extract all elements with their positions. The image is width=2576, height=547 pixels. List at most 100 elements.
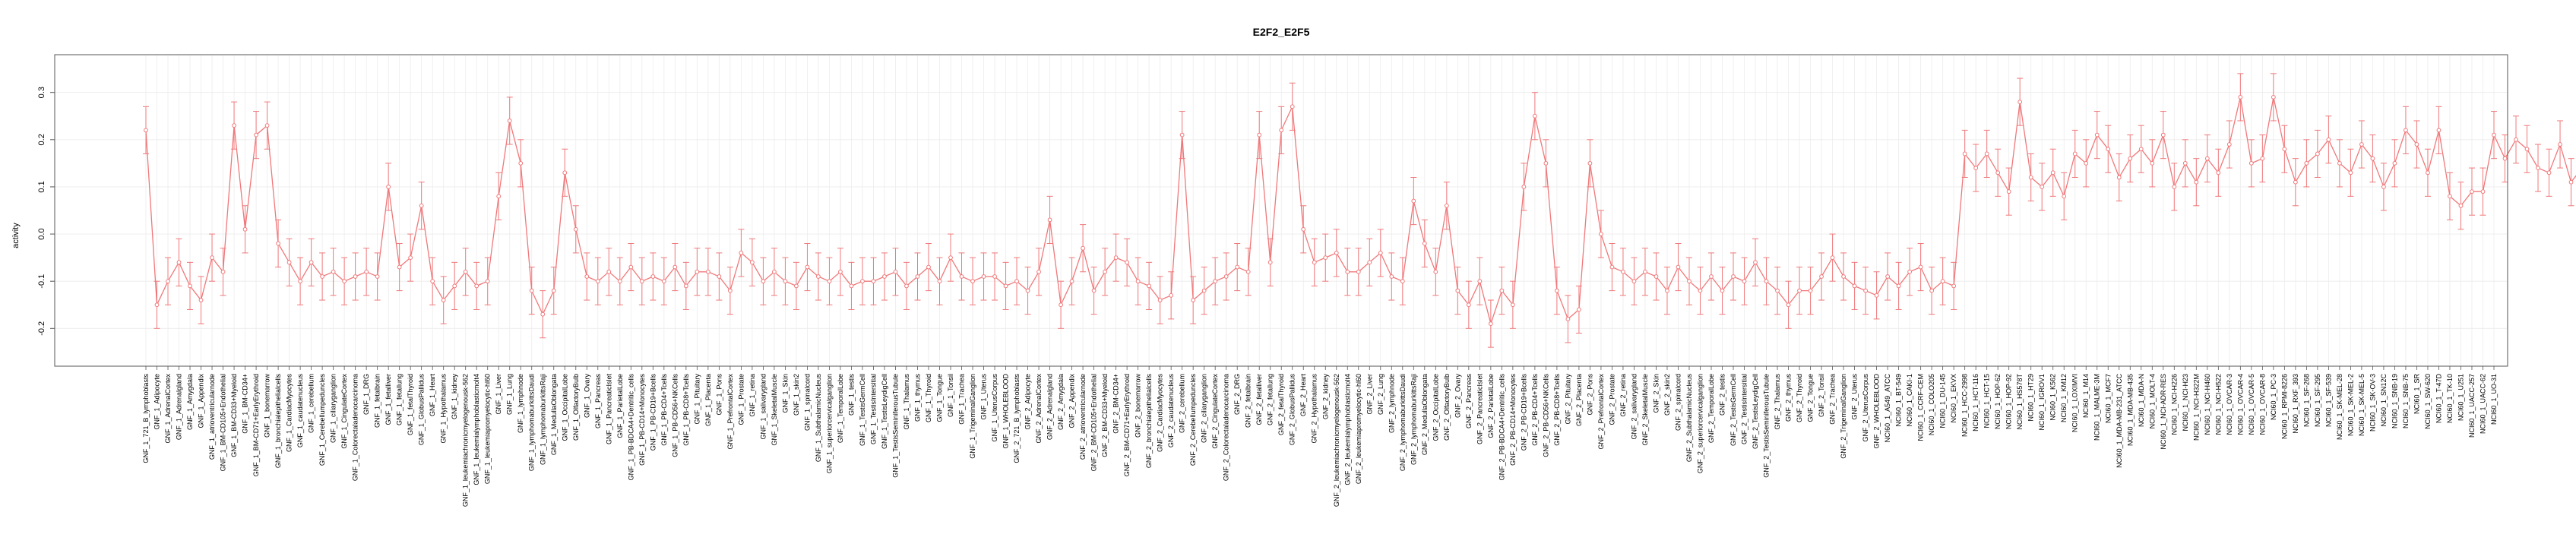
data-point: [463, 269, 468, 274]
x-tick-label: GNF_2_OlfactoryBulb: [1443, 374, 1451, 441]
x-tick-label: GNF_2_BM-CD71+EarlyErythroid: [1123, 374, 1131, 476]
x-tick-label: NCI60_1_MDA-MB-435: [2126, 374, 2134, 446]
x-tick-label: GNF_1_OccipitalLobe: [561, 374, 568, 441]
data-point: [2426, 170, 2430, 175]
x-tick-label: GNF_2_fetalliver: [1255, 374, 1263, 425]
x-tick-label: GNF_1_WHOLEBLOOD: [1002, 374, 1010, 449]
x-tick-label: GNF_2_Cerebellumpeduncles: [1189, 374, 1197, 466]
data-point: [1047, 217, 1052, 223]
x-tick-label: GNF_1_Skin: [781, 374, 789, 413]
data-point: [364, 269, 369, 274]
x-tick-label: GNF_2_Amygdala: [1057, 374, 1065, 430]
x-tick-label: GNF_2_leukemialymphoblasticmolt4: [1343, 374, 1351, 485]
data-point: [1731, 274, 1736, 279]
data-point: [849, 283, 854, 289]
x-tick-label: GNF_1_TemporalLobe: [837, 374, 844, 443]
x-tick-label: GNF_2_TestisGermCell: [1729, 374, 1737, 446]
data-point: [1565, 316, 1571, 321]
x-tick-label: GNF_1_spinalcord: [803, 374, 811, 431]
data-point: [232, 123, 236, 128]
x-tick-label: GNF_2_TemporalLobe: [1707, 374, 1715, 443]
data-point: [1753, 260, 1758, 265]
data-point: [1621, 269, 1625, 274]
x-tick-label: GNF_1_leukemiapromyelocytic-hl60: [484, 374, 492, 484]
data-point: [1698, 288, 1703, 293]
data-point: [144, 128, 148, 133]
data-point: [242, 226, 248, 232]
x-tick-label: NCI60_1_SW-620: [2424, 374, 2432, 429]
data-point: [2216, 170, 2221, 175]
data-point: [926, 264, 931, 270]
data-point: [320, 274, 325, 279]
x-tick-label: GNF_1_CingulateCortex: [340, 374, 348, 449]
data-point: [1455, 288, 1460, 293]
data-point: [915, 274, 920, 279]
data-point: [474, 283, 479, 289]
data-point: [2260, 156, 2265, 161]
data-point: [2204, 156, 2210, 161]
data-point: [1367, 260, 1372, 265]
x-tick-label: GNF_1_Tongue: [936, 374, 944, 422]
data-point: [210, 255, 214, 261]
data-point: [1466, 302, 1471, 308]
data-point: [2160, 132, 2166, 138]
data-point: [1103, 269, 1108, 274]
x-tick-label: NCI60_1_HT29: [2027, 374, 2035, 422]
x-tick-label: NCI60_1_A549_ATCC: [1884, 374, 1891, 443]
data-point: [198, 298, 204, 302]
data-point: [617, 279, 622, 284]
x-tick-label: GNF_1_ParietalLobe: [616, 374, 624, 438]
data-point: [2536, 166, 2540, 170]
data-point: [2226, 142, 2232, 147]
x-tick-label: GNF_2_TestisLeydigCell: [1752, 374, 1759, 449]
x-tick-label: GNF_2_leukemiachronicmyelogenousk-562: [1333, 374, 1340, 507]
data-point: [606, 269, 612, 274]
x-tick-label: GNF_1_PB-CD14+Monocytes: [638, 374, 646, 466]
x-tick-label: GNF_2_ciliaryganglion: [1201, 374, 1208, 443]
x-tick-label: NCI60_1_NCI-ADR-RES: [2160, 374, 2167, 450]
y-tick-label: 0.0: [37, 228, 46, 239]
x-tick-label: NCI60_1_MCF7: [2104, 374, 2112, 423]
x-tick-label: GNF_1_kidney: [451, 374, 458, 420]
x-tick-label: GNF_2_Thyroid: [1796, 374, 1803, 422]
x-tick-label: NCI60_1_NCI-H322M: [2192, 374, 2200, 441]
data-point: [540, 311, 546, 317]
x-tick-label: NCI60_1_UO-31: [2490, 374, 2498, 425]
data-point: [254, 132, 258, 138]
data-point: [1995, 170, 2001, 175]
data-point: [2182, 160, 2188, 166]
x-tick-label: GNF_1_salivarygland: [759, 374, 767, 440]
data-point: [507, 119, 512, 123]
x-tick-label: GNF_2_caudatenucleus: [1167, 374, 1175, 448]
x-tick-label: GNF_1_Colorectaladenocarcinoma: [352, 374, 359, 481]
data-point: [772, 269, 777, 274]
x-tick-label: GNF_1_AdrenalCortex: [164, 374, 172, 444]
x-tick-label: GNF_2_Trachea: [1829, 374, 1837, 425]
data-point: [1599, 232, 1603, 236]
data-point: [2271, 95, 2276, 100]
x-tick-label: GNF_2_TrigeminalGanglion: [1840, 374, 1847, 459]
x-axis-tick-labels: GNF_1_721_B_lymphoblasts GNF_1_Adipocyte G…: [142, 366, 2498, 507]
data-point: [573, 226, 578, 232]
data-point: [1091, 288, 1097, 293]
x-tick-label: GNF_2_PB-CD19+Bcells: [1520, 374, 1527, 451]
x-tick-label: GNF_2_WHOLEBLOOD: [1873, 374, 1881, 449]
x-tick-label: GNF_1_PB-BDCA4+Dentritic_cells: [627, 374, 635, 481]
data-point: [1885, 274, 1891, 279]
x-tick-label: GNF_1_PB-CD8+Tcells: [682, 374, 690, 446]
x-tick-label: GNF_2_atrioventricularnode: [1079, 374, 1087, 460]
data-point: [1510, 302, 1515, 308]
data-point: [882, 274, 887, 279]
x-tick-label: NCI60_1_OVCAR-5: [2248, 374, 2255, 435]
data-point: [452, 283, 457, 289]
x-tick-label: NCI60_1_NCI-H226: [2170, 374, 2178, 435]
data-point: [2359, 142, 2364, 147]
data-point: [1720, 288, 1725, 293]
x-tick-label: NCI60_1_HCT-116: [1972, 374, 1979, 432]
x-tick-label: GNF_2_Skin: [1652, 374, 1660, 413]
data-point: [2116, 175, 2122, 180]
data-point: [1940, 279, 1945, 284]
data-point: [1003, 283, 1008, 289]
data-point: [584, 274, 590, 279]
